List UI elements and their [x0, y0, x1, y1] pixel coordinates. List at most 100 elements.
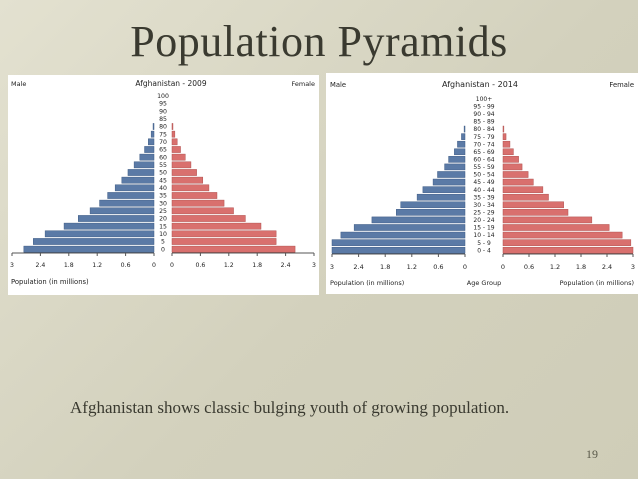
chart2-male-label: Male: [330, 81, 346, 89]
chart2-female-bar: [502, 216, 593, 224]
chart2-age-label: 60 - 64: [473, 156, 494, 163]
chart1-age-label: 40: [159, 185, 167, 192]
chart2-male-bar: [444, 163, 466, 171]
chart2-female-bar: [502, 140, 511, 148]
chart2-male-bar: [448, 156, 466, 163]
chart2-age-label: 75 - 79: [473, 134, 494, 141]
chart2-female-bar: [502, 246, 634, 254]
chart1-female-bar: [171, 146, 181, 153]
chart1-age-label: 90: [159, 108, 167, 115]
chart1-male-bar: [144, 146, 155, 153]
chart1-female-bar: [171, 176, 204, 184]
chart1-female-bar: [171, 199, 225, 207]
chart2-female-tick-label: 1.2: [550, 263, 560, 271]
chart2-age-label: 25 - 29: [473, 209, 494, 216]
chart2-male-bar: [331, 246, 466, 254]
chart1-age-label: 100: [157, 93, 169, 100]
chart2-male-bar: [432, 178, 466, 186]
chart1-age-label: 75: [159, 131, 167, 138]
chart1-age-label: 5: [161, 239, 165, 246]
chart1-age-label: 65: [159, 147, 167, 154]
chart2-title: Afghanistan - 2014: [442, 80, 518, 89]
chart2-female-bar: [502, 231, 623, 239]
chart2-female-bar: [502, 156, 519, 163]
chart2-female-tick-label: 1.8: [576, 263, 586, 271]
chart1-male-bar: [33, 238, 155, 245]
chart1-xlabel: Population (in millions): [11, 278, 89, 286]
chart2-age-label: 35 - 39: [473, 194, 494, 201]
chart1-age-label: 85: [159, 116, 167, 123]
chart2-age-label: 0 - 4: [477, 247, 491, 254]
chart2-age-label: 55 - 59: [473, 164, 494, 171]
chart2-age-label: 40 - 44: [473, 187, 494, 194]
chart2-female-bar: [502, 178, 534, 186]
chart1-female-tick-label: 1.2: [224, 262, 234, 269]
chart2-female-bar: [502, 224, 610, 231]
chart1-male-bar: [121, 176, 155, 184]
pyramid-chart-2014-svg: Male Female Afghanistan - 2014 100+95 - 999…: [330, 80, 635, 287]
chart2-age-label: 95 - 99: [473, 103, 494, 110]
chart1-male-bar: [150, 130, 155, 138]
chart2-xlabel-left: Population (in millions): [330, 279, 404, 287]
chart1-age-label: 95: [159, 101, 167, 108]
chart1-female-tick-label: 1.8: [252, 262, 262, 269]
chart1-male-bar: [152, 123, 155, 130]
chart1-female-bar: [171, 161, 192, 169]
chart2-female-bar: [502, 148, 514, 156]
chart1-male-bar: [23, 245, 155, 253]
chart1-female-bar: [171, 230, 277, 238]
chart2-age-label: 20 - 24: [473, 217, 494, 224]
chart2-male-bar: [463, 125, 466, 133]
chart1-female-bar: [171, 238, 277, 245]
chart2-male-tick-label: 0: [463, 263, 467, 271]
chart1-female-label: Female: [291, 80, 315, 88]
chart1-male-bar: [127, 169, 155, 176]
chart2-male-bar: [396, 209, 466, 216]
chart1-male-tick-label: 0: [152, 262, 156, 269]
chart2-male-tick-label: 2.4: [353, 263, 363, 271]
chart2-male-tick-label: 0.6: [433, 263, 443, 271]
chart2-male-bar: [331, 239, 466, 246]
chart1-age-label: 35: [159, 193, 167, 200]
chart2-xlabel-center: Age Group: [467, 279, 501, 287]
chart1-male-bar: [78, 215, 155, 222]
chart1-female-tick-label: 0.6: [195, 262, 205, 269]
chart2-female-bar: [502, 239, 632, 246]
chart2-age-label: 85 - 89: [473, 119, 494, 126]
chart2-male-bar: [437, 171, 466, 178]
chart2-female-bar: [502, 209, 569, 216]
chart2-female-bar: [502, 186, 544, 193]
chart2-male-bar: [461, 133, 466, 140]
page-number: 19: [586, 447, 598, 461]
chart2-male-bar: [400, 201, 466, 209]
chart2-female-bar: [502, 201, 564, 209]
chart2-male-bar: [353, 224, 466, 231]
chart2-female-bar: [502, 125, 505, 133]
chart1-age-label: 60: [159, 154, 167, 161]
chart1-age-label: 45: [159, 177, 167, 184]
chart1-male-bar: [99, 199, 155, 207]
chart2-female-bar: [502, 133, 507, 140]
chart1-male-bar: [139, 153, 155, 161]
pyramid-chart-2009: Male Female Afghanistan - 2009 100 95 90 85 80 7…: [8, 75, 319, 295]
chart2-age-label: 15 - 19: [473, 225, 494, 232]
chart2-female-tick-label: 0: [501, 263, 505, 271]
chart2-female-label: Female: [609, 81, 634, 89]
chart2-age-label: 50 - 54: [473, 172, 494, 179]
chart2-female-tick-label: 2.4: [602, 263, 612, 271]
chart2-male-bar: [416, 193, 466, 201]
chart2-age-label: 10 - 14: [473, 232, 494, 239]
slide-body-text: Afghanistan shows classic bulging youth …: [70, 398, 510, 417]
chart1-male-bar: [133, 161, 155, 169]
chart1-male-tick-label: 2.4: [35, 262, 45, 269]
chart1-age-label: 20: [159, 216, 167, 223]
chart2-age-label: 65 - 69: [473, 149, 494, 156]
chart1-male-tick-label: 0.6: [121, 262, 131, 269]
chart1-female-bar: [171, 222, 262, 230]
chart1-female-bar: [171, 169, 197, 176]
chart2-age-label: 5 - 9: [477, 240, 491, 247]
chart1-female-bar: [171, 184, 210, 192]
chart1-male-bar: [63, 222, 155, 230]
chart1-age-label: 10: [159, 231, 167, 238]
